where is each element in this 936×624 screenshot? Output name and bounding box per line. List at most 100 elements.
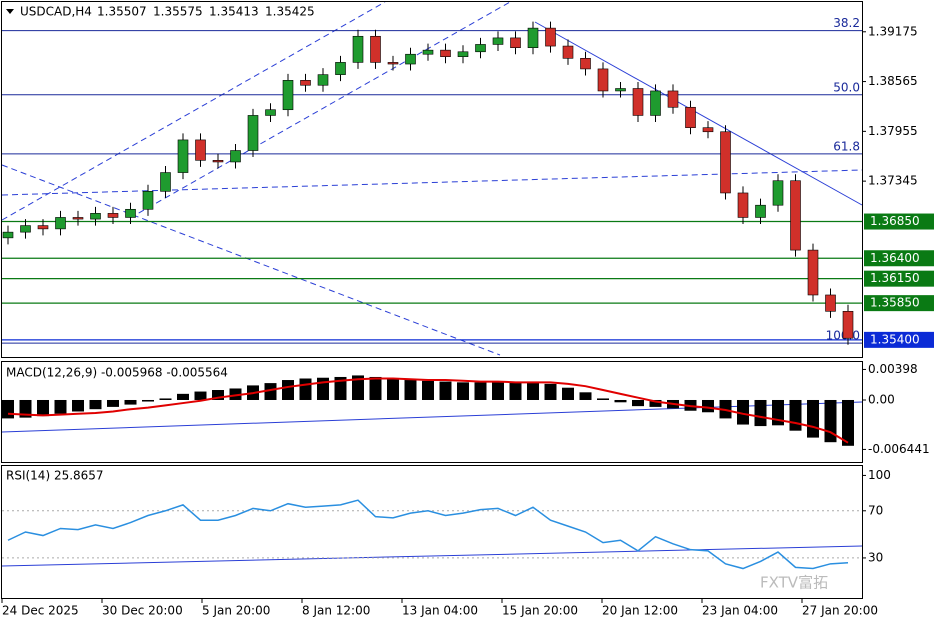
ohlc-open: 1.35507 bbox=[97, 5, 147, 19]
level-label: 1.35400 bbox=[870, 332, 920, 346]
x-tick-label: 5 Jan 20:00 bbox=[202, 604, 270, 618]
candle-body bbox=[545, 27, 556, 47]
macd-bar bbox=[527, 381, 539, 400]
fib-label: 38.2 bbox=[833, 16, 860, 30]
macd-bar bbox=[562, 387, 574, 400]
macd-bar bbox=[229, 388, 242, 400]
macd-bar bbox=[264, 383, 277, 400]
macd-bar bbox=[649, 399, 662, 407]
candle-body bbox=[142, 191, 154, 210]
macd-bar bbox=[457, 382, 469, 400]
candle-body bbox=[352, 35, 364, 63]
candle-body bbox=[615, 88, 626, 92]
x-tick-label: 24 Dec 2025 bbox=[2, 604, 79, 618]
macd-bar bbox=[614, 399, 627, 403]
macd-bar bbox=[422, 380, 434, 400]
candle-body bbox=[475, 44, 486, 53]
y-tick-label: 1.39175 bbox=[868, 24, 918, 38]
y-tick-label: 1.37955 bbox=[868, 124, 918, 138]
candle-body bbox=[195, 139, 206, 161]
trend-line bbox=[1, 545, 863, 567]
candle-body bbox=[2, 231, 14, 239]
candle-body bbox=[247, 115, 259, 151]
menu-arrow[interactable] bbox=[6, 9, 14, 14]
candle-body bbox=[825, 294, 836, 312]
candle-body bbox=[90, 213, 101, 220]
level-label-box bbox=[864, 270, 934, 287]
rsi-panel bbox=[1, 465, 863, 599]
candle-body bbox=[527, 27, 539, 49]
x-tick-label: 30 Dec 20:00 bbox=[102, 604, 183, 618]
candle-body bbox=[300, 80, 311, 86]
fib-label: 50.0 bbox=[833, 80, 860, 94]
candle-body bbox=[807, 249, 819, 296]
macd-bar bbox=[579, 392, 592, 400]
candle-body bbox=[685, 106, 696, 128]
candle-body bbox=[755, 204, 766, 218]
candle-body bbox=[20, 225, 31, 233]
x-tick-label: 23 Jan 04:00 bbox=[702, 604, 778, 618]
x-tick-label: 8 Jan 12:00 bbox=[302, 604, 370, 618]
candle-body bbox=[597, 68, 609, 92]
candle-body bbox=[282, 80, 294, 111]
x-tick-label: 20 Jan 12:00 bbox=[602, 604, 678, 618]
candle-body bbox=[160, 172, 171, 192]
candle-body bbox=[737, 192, 749, 218]
macd-bar bbox=[299, 378, 312, 400]
y-tick-label: 30 bbox=[868, 550, 883, 564]
fib-label: 61.8 bbox=[833, 139, 860, 153]
channel-line bbox=[1, 164, 501, 356]
macd-bar bbox=[702, 399, 714, 413]
level-label: 1.36150 bbox=[870, 271, 920, 285]
level-label: 1.36850 bbox=[870, 214, 920, 228]
level-label-box bbox=[864, 213, 934, 230]
macd-bar bbox=[177, 393, 189, 400]
y-tick-label: 1.38565 bbox=[868, 74, 918, 88]
signal-line bbox=[7, 377, 849, 444]
level-label-box bbox=[864, 295, 934, 312]
macd-bar bbox=[334, 376, 347, 400]
candle-body bbox=[387, 62, 399, 65]
candle-body bbox=[562, 45, 574, 59]
x-tick-label: 13 Jan 04:00 bbox=[402, 604, 478, 618]
watermark: FXTV富拓 bbox=[760, 574, 828, 592]
macd-title: MACD(12,26,9) -0.005968 -0.005564 bbox=[6, 366, 228, 380]
macd-bar bbox=[492, 381, 504, 400]
candle-body bbox=[492, 37, 504, 45]
macd-bar bbox=[124, 399, 137, 405]
macd-bar bbox=[107, 399, 119, 407]
macd-bar bbox=[737, 399, 749, 425]
price-panel bbox=[1, 1, 863, 358]
candle-body bbox=[55, 217, 66, 230]
symbol: USDCAD,H4 bbox=[20, 5, 92, 19]
x-tick-label: 27 Jan 20:00 bbox=[802, 604, 878, 618]
macd-bar bbox=[754, 399, 767, 427]
macd-bar bbox=[632, 399, 644, 407]
candle-body bbox=[632, 88, 644, 116]
channel-line bbox=[1, 1, 386, 221]
macd-bar bbox=[282, 380, 294, 400]
candle-body bbox=[580, 58, 591, 70]
x-tick-label: 15 Jan 20:00 bbox=[502, 604, 578, 618]
candle-body bbox=[125, 208, 136, 218]
candle-body bbox=[842, 310, 854, 339]
macd-bar bbox=[544, 383, 557, 400]
macd-bar bbox=[474, 382, 487, 400]
macd-bar bbox=[142, 399, 154, 402]
candle-body bbox=[440, 49, 451, 57]
macd-bar bbox=[212, 390, 224, 400]
macd-bar bbox=[807, 399, 819, 438]
candle-body bbox=[335, 62, 346, 75]
candle-body bbox=[422, 49, 434, 55]
macd-bar bbox=[789, 399, 802, 431]
macd-bar bbox=[2, 399, 14, 419]
candle-body bbox=[650, 90, 661, 116]
candle-body bbox=[177, 139, 189, 173]
level-label: 1.36400 bbox=[870, 251, 920, 265]
macd-bar bbox=[54, 399, 67, 414]
level-label: 1.35850 bbox=[870, 296, 920, 310]
ohlc-low: 1.35413 bbox=[209, 5, 259, 19]
candle-body bbox=[72, 217, 84, 220]
